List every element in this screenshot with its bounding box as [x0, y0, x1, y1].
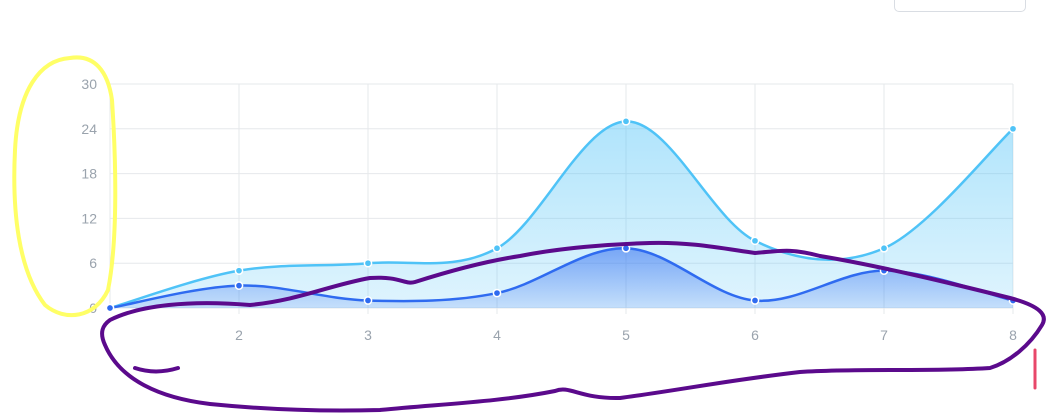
corner-control[interactable]	[894, 0, 1026, 12]
yellow-circle-annotation	[12, 55, 118, 318]
x-axis: 2 3 4 5 6 7 8	[235, 327, 1017, 343]
series-1-point[interactable]	[621, 116, 631, 126]
series-2-point[interactable]	[492, 288, 502, 298]
series-2-line	[109, 247, 1014, 310]
x-tick-label: 2	[235, 327, 243, 343]
x-tick-label: 4	[493, 327, 501, 343]
y-tick-label: 6	[89, 255, 97, 271]
freehand-annotations	[12, 55, 1046, 413]
x-tick-label: 3	[364, 327, 372, 343]
series-2-point[interactable]	[234, 281, 244, 290]
x-tick-label: 8	[1009, 327, 1017, 343]
series-2-point[interactable]	[750, 296, 760, 305]
series-1-point[interactable]	[1008, 124, 1018, 134]
series-1-point[interactable]	[363, 258, 373, 268]
purple-scribble-annotation	[100, 240, 1046, 413]
y-tick-label: 18	[81, 166, 97, 182]
series-2-point[interactable]	[105, 303, 115, 313]
y-tick-label: 30	[81, 76, 97, 92]
y-tick-label: 24	[81, 121, 97, 137]
series-1-point[interactable]	[750, 236, 760, 246]
series-2-area	[110, 248, 1013, 308]
x-tick-label: 6	[751, 327, 759, 343]
purple-tail-annotation	[133, 366, 180, 374]
series-layer	[105, 116, 1018, 313]
series-1-line	[109, 120, 1014, 310]
series-1-area	[110, 121, 1013, 308]
x-tick-label: 5	[622, 327, 630, 343]
x-tick-label: 7	[880, 327, 888, 343]
series-1-point[interactable]	[234, 266, 244, 276]
series-1-point[interactable]	[879, 243, 889, 253]
y-tick-label: 12	[81, 210, 97, 226]
series-2-point[interactable]	[363, 296, 373, 305]
series-1-point[interactable]	[492, 243, 502, 253]
